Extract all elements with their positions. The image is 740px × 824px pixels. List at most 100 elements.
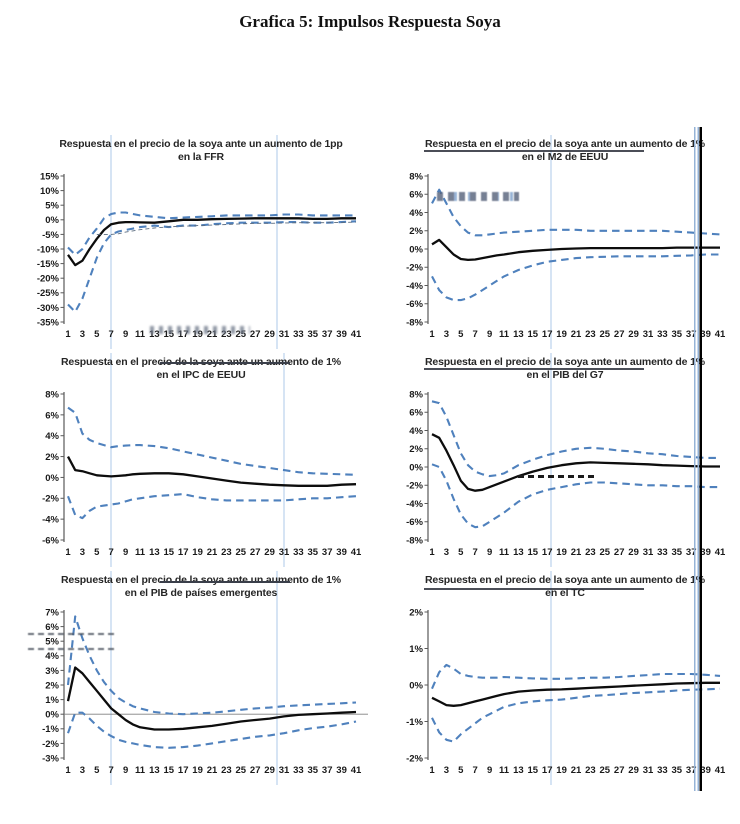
svg-text:23: 23 (585, 765, 596, 776)
light-vertical-gridline (282, 353, 286, 567)
svg-text:27: 27 (614, 765, 625, 776)
svg-text:5: 5 (94, 329, 100, 340)
svg-text:25: 25 (600, 329, 611, 340)
chart-title: Respuesta en el precio de la soya ante u… (392, 135, 738, 170)
svg-text:29: 29 (628, 329, 639, 340)
svg-text:35: 35 (672, 765, 683, 776)
svg-text:0%: 0% (45, 215, 59, 226)
svg-text:1%: 1% (409, 644, 423, 655)
svg-text:3%: 3% (45, 666, 59, 677)
svg-text:3: 3 (80, 765, 85, 776)
ipc-plot: 8%6%4%2%0%-2%-4%-6%1 3 5 7 9 11 13 15 17 19 21 23 25… (42, 389, 362, 558)
svg-text:-8%: -8% (406, 317, 423, 328)
svg-text:8%: 8% (45, 389, 59, 400)
svg-text:-20%: -20% (37, 274, 60, 285)
svg-text:9: 9 (487, 765, 492, 776)
svg-text:5%: 5% (45, 201, 59, 212)
svg-text:7: 7 (473, 765, 478, 776)
svg-text:19: 19 (556, 765, 567, 776)
svg-text:7: 7 (109, 547, 114, 558)
svg-text:21: 21 (207, 547, 218, 558)
svg-text:7%: 7% (45, 607, 59, 618)
svg-text:35: 35 (308, 765, 319, 776)
svg-text:5: 5 (94, 547, 100, 558)
light-vertical-gridline (110, 353, 113, 567)
svg-text:39: 39 (336, 329, 347, 340)
svg-text:19: 19 (556, 329, 567, 340)
svg-text:37: 37 (322, 547, 333, 558)
chart-title-line2: en el TC (545, 587, 585, 599)
svg-text:35: 35 (308, 547, 319, 558)
svg-text:37: 37 (322, 329, 333, 340)
svg-text:19: 19 (192, 765, 203, 776)
svg-text:9: 9 (487, 547, 492, 558)
svg-text:13: 13 (149, 547, 160, 558)
svg-text:-6%: -6% (406, 299, 423, 310)
svg-text:-5%: -5% (42, 230, 59, 241)
svg-text:41: 41 (715, 329, 726, 340)
chart-pib-emergentes: Respuesta en el precio de la soya ante u… (28, 571, 374, 785)
light-vertical-gridline (110, 571, 113, 785)
chart-title-line1: Respuesta en el precio de la soya ante u… (59, 138, 343, 150)
svg-text:6%: 6% (45, 622, 59, 633)
svg-text:3: 3 (444, 329, 449, 340)
svg-text:41: 41 (351, 329, 362, 340)
svg-text:17: 17 (542, 765, 553, 776)
svg-text:37: 37 (686, 547, 697, 558)
svg-text:33: 33 (657, 329, 668, 340)
svg-text:25: 25 (236, 547, 247, 558)
svg-text:39: 39 (336, 765, 347, 776)
svg-text:-6%: -6% (406, 517, 423, 528)
svg-text:23: 23 (221, 547, 232, 558)
svg-text:2%: 2% (45, 680, 59, 691)
chart-pib-g7: Respuesta en el precio de la soya ante u… (392, 353, 738, 567)
light-vertical-gridline (549, 135, 552, 349)
svg-text:5: 5 (94, 765, 100, 776)
svg-text:25: 25 (600, 765, 611, 776)
svg-text:33: 33 (293, 329, 304, 340)
svg-text:15: 15 (164, 547, 175, 558)
svg-text:15: 15 (528, 329, 539, 340)
svg-text:31: 31 (279, 547, 290, 558)
svg-text:7: 7 (473, 329, 478, 340)
svg-text:3: 3 (80, 547, 85, 558)
svg-text:6%: 6% (409, 190, 423, 201)
svg-text:27: 27 (614, 329, 625, 340)
svg-text:-35%: -35% (37, 317, 60, 328)
svg-text:19: 19 (192, 329, 203, 340)
tc-plot: 2%1%0%-1%-2%1 3 5 7 9 11 13 15 17 19 21 23 25 27 29 31 3… (406, 607, 726, 776)
svg-text:31: 31 (643, 547, 654, 558)
svg-text:17: 17 (542, 547, 553, 558)
svg-text:11: 11 (135, 547, 146, 558)
svg-text:2%: 2% (409, 226, 423, 237)
svg-text:-2%: -2% (406, 263, 423, 274)
svg-text:41: 41 (715, 765, 726, 776)
svg-text:5: 5 (458, 329, 464, 340)
svg-text:15: 15 (528, 765, 539, 776)
svg-text:21: 21 (571, 547, 582, 558)
svg-text:11: 11 (135, 329, 146, 340)
svg-text:1: 1 (429, 765, 435, 776)
svg-text:25: 25 (600, 547, 611, 558)
chart-ipc-eeuu: Respuesta en el precio de la soya ante u… (28, 353, 374, 567)
svg-text:6%: 6% (45, 410, 59, 421)
svg-text:17: 17 (178, 329, 189, 340)
svg-text:2%: 2% (45, 452, 59, 463)
svg-text:5: 5 (458, 765, 464, 776)
svg-text:15%: 15% (40, 171, 60, 182)
chart-title-line1: Respuesta en el precio de la soya ante u… (60, 356, 341, 368)
svg-text:7: 7 (109, 765, 114, 776)
svg-text:23: 23 (585, 329, 596, 340)
svg-text:13: 13 (149, 329, 160, 340)
svg-text:3: 3 (80, 329, 85, 340)
svg-text:-1%: -1% (42, 724, 59, 735)
svg-text:31: 31 (279, 765, 290, 776)
svg-text:33: 33 (657, 547, 668, 558)
svg-text:11: 11 (499, 547, 510, 558)
svg-text:-6%: -6% (42, 535, 59, 546)
svg-text:11: 11 (499, 765, 510, 776)
light-vertical-gridline (110, 135, 113, 349)
svg-text:13: 13 (149, 765, 160, 776)
chart-title: Respuesta en el precio de la soya ante u… (392, 571, 738, 606)
svg-text:27: 27 (250, 329, 261, 340)
